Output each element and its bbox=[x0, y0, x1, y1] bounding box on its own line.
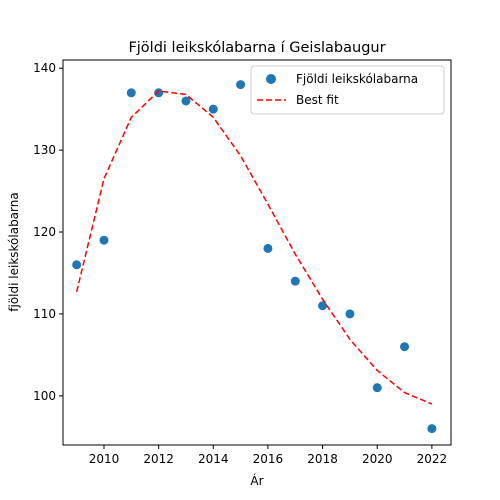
y-axis-title: fjöldi leikskólabarna bbox=[7, 192, 21, 311]
data-point bbox=[400, 342, 410, 352]
data-point bbox=[236, 80, 246, 90]
legend-scatter-marker bbox=[266, 74, 276, 84]
data-point bbox=[154, 88, 164, 98]
data-point bbox=[126, 88, 136, 98]
plot-frame bbox=[62, 59, 452, 446]
y-tick-label: 130 bbox=[33, 143, 56, 157]
data-point bbox=[72, 260, 82, 270]
x-tick-label: 2012 bbox=[143, 452, 174, 466]
y-tick-label: 110 bbox=[33, 307, 56, 321]
x-tick-label: 2016 bbox=[253, 452, 284, 466]
data-point bbox=[263, 243, 273, 253]
x-axis-title: Ár bbox=[250, 473, 263, 488]
data-point bbox=[208, 104, 218, 114]
axes: 2010 2012 2014 2016 2018 2020 2022 100 110 120 130… bbox=[33, 61, 447, 466]
data-point bbox=[345, 309, 355, 319]
x-tick-label: 2018 bbox=[307, 452, 338, 466]
plot-area bbox=[72, 80, 437, 434]
x-tick-label: 2010 bbox=[89, 452, 120, 466]
legend: Fjöldi leikskólabarna Best fit bbox=[250, 65, 445, 115]
legend-label-best-fit: Best fit bbox=[296, 93, 339, 107]
data-point bbox=[372, 383, 382, 393]
x-tick-label: 2014 bbox=[198, 452, 229, 466]
data-point bbox=[290, 276, 300, 286]
y-tick-label: 100 bbox=[33, 389, 56, 403]
data-point bbox=[427, 424, 437, 434]
legend-label-scatter: Fjöldi leikskólabarna bbox=[296, 72, 418, 86]
data-point bbox=[318, 301, 328, 311]
data-point bbox=[181, 96, 191, 106]
chart-title: Fjöldi leikskólabarna í Geislabaugur bbox=[128, 40, 385, 56]
legend-box bbox=[250, 65, 445, 115]
data-point bbox=[99, 235, 109, 245]
x-tick-label: 2020 bbox=[362, 452, 393, 466]
y-tick-label: 140 bbox=[33, 61, 56, 75]
x-tick-label: 2022 bbox=[417, 452, 448, 466]
best-fit-line bbox=[75, 90, 433, 405]
y-tick-label: 120 bbox=[33, 225, 56, 239]
